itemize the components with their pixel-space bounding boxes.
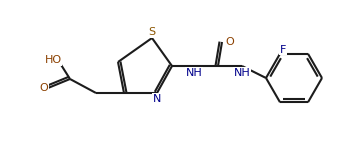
Text: NH: NH xyxy=(186,68,202,78)
Text: O: O xyxy=(226,37,234,47)
Text: S: S xyxy=(149,27,156,37)
Text: N: N xyxy=(153,94,161,104)
Text: F: F xyxy=(280,45,286,55)
Text: HO: HO xyxy=(44,55,62,65)
Text: O: O xyxy=(40,83,48,93)
Text: NH: NH xyxy=(234,68,250,78)
